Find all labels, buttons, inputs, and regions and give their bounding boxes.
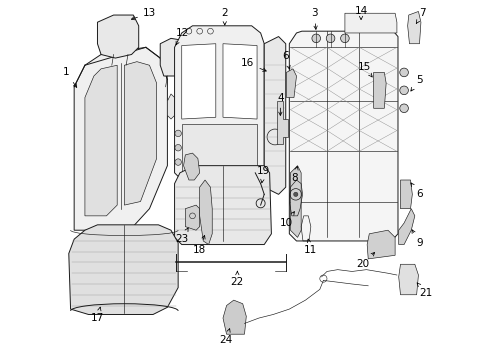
Polygon shape: [398, 264, 418, 295]
Text: 4: 4: [277, 93, 283, 116]
Polygon shape: [183, 153, 199, 180]
Polygon shape: [373, 72, 386, 108]
Text: 22: 22: [230, 271, 244, 287]
Text: 6: 6: [410, 183, 422, 199]
Text: 2: 2: [221, 8, 227, 25]
Polygon shape: [174, 166, 271, 244]
Text: 1: 1: [63, 67, 77, 87]
Text: 9: 9: [411, 230, 422, 248]
Circle shape: [399, 86, 407, 95]
Text: 12: 12: [175, 28, 188, 45]
Circle shape: [175, 130, 181, 136]
Text: 23: 23: [175, 228, 188, 244]
Text: 6: 6: [282, 51, 289, 69]
Polygon shape: [277, 101, 287, 144]
Text: 17: 17: [91, 307, 104, 323]
Polygon shape: [400, 180, 411, 209]
Circle shape: [340, 34, 348, 42]
Polygon shape: [182, 44, 215, 119]
Polygon shape: [199, 180, 212, 244]
Polygon shape: [74, 47, 167, 230]
Text: 14: 14: [354, 6, 367, 19]
Circle shape: [311, 34, 320, 42]
Text: 18: 18: [193, 235, 206, 255]
Circle shape: [175, 159, 181, 165]
Polygon shape: [398, 209, 414, 244]
Polygon shape: [407, 12, 420, 44]
Polygon shape: [223, 300, 246, 334]
Polygon shape: [185, 205, 199, 230]
Polygon shape: [174, 26, 264, 180]
Text: 24: 24: [219, 329, 232, 345]
Polygon shape: [160, 39, 185, 76]
Polygon shape: [124, 62, 156, 205]
Text: 15: 15: [357, 62, 371, 77]
Polygon shape: [182, 125, 257, 173]
Polygon shape: [85, 65, 117, 216]
Polygon shape: [344, 13, 396, 33]
Text: 8: 8: [290, 166, 298, 183]
Text: 5: 5: [410, 75, 422, 91]
Text: 19: 19: [257, 166, 270, 183]
Polygon shape: [366, 230, 394, 259]
Polygon shape: [286, 69, 296, 98]
Text: 16: 16: [241, 58, 265, 71]
Text: 3: 3: [310, 8, 317, 30]
Text: 21: 21: [416, 283, 432, 298]
Polygon shape: [69, 225, 178, 315]
Text: 20: 20: [355, 252, 374, 269]
Polygon shape: [264, 37, 285, 194]
Circle shape: [325, 34, 334, 42]
Polygon shape: [290, 166, 301, 237]
Polygon shape: [167, 94, 174, 119]
Text: 10: 10: [279, 212, 294, 228]
Polygon shape: [223, 44, 257, 119]
Polygon shape: [97, 15, 139, 58]
Circle shape: [293, 192, 297, 197]
Text: 13: 13: [131, 8, 156, 20]
Text: 7: 7: [415, 8, 425, 23]
Text: 11: 11: [304, 239, 317, 255]
Polygon shape: [289, 31, 397, 241]
Circle shape: [399, 68, 407, 77]
Circle shape: [175, 144, 181, 151]
Circle shape: [399, 104, 407, 113]
